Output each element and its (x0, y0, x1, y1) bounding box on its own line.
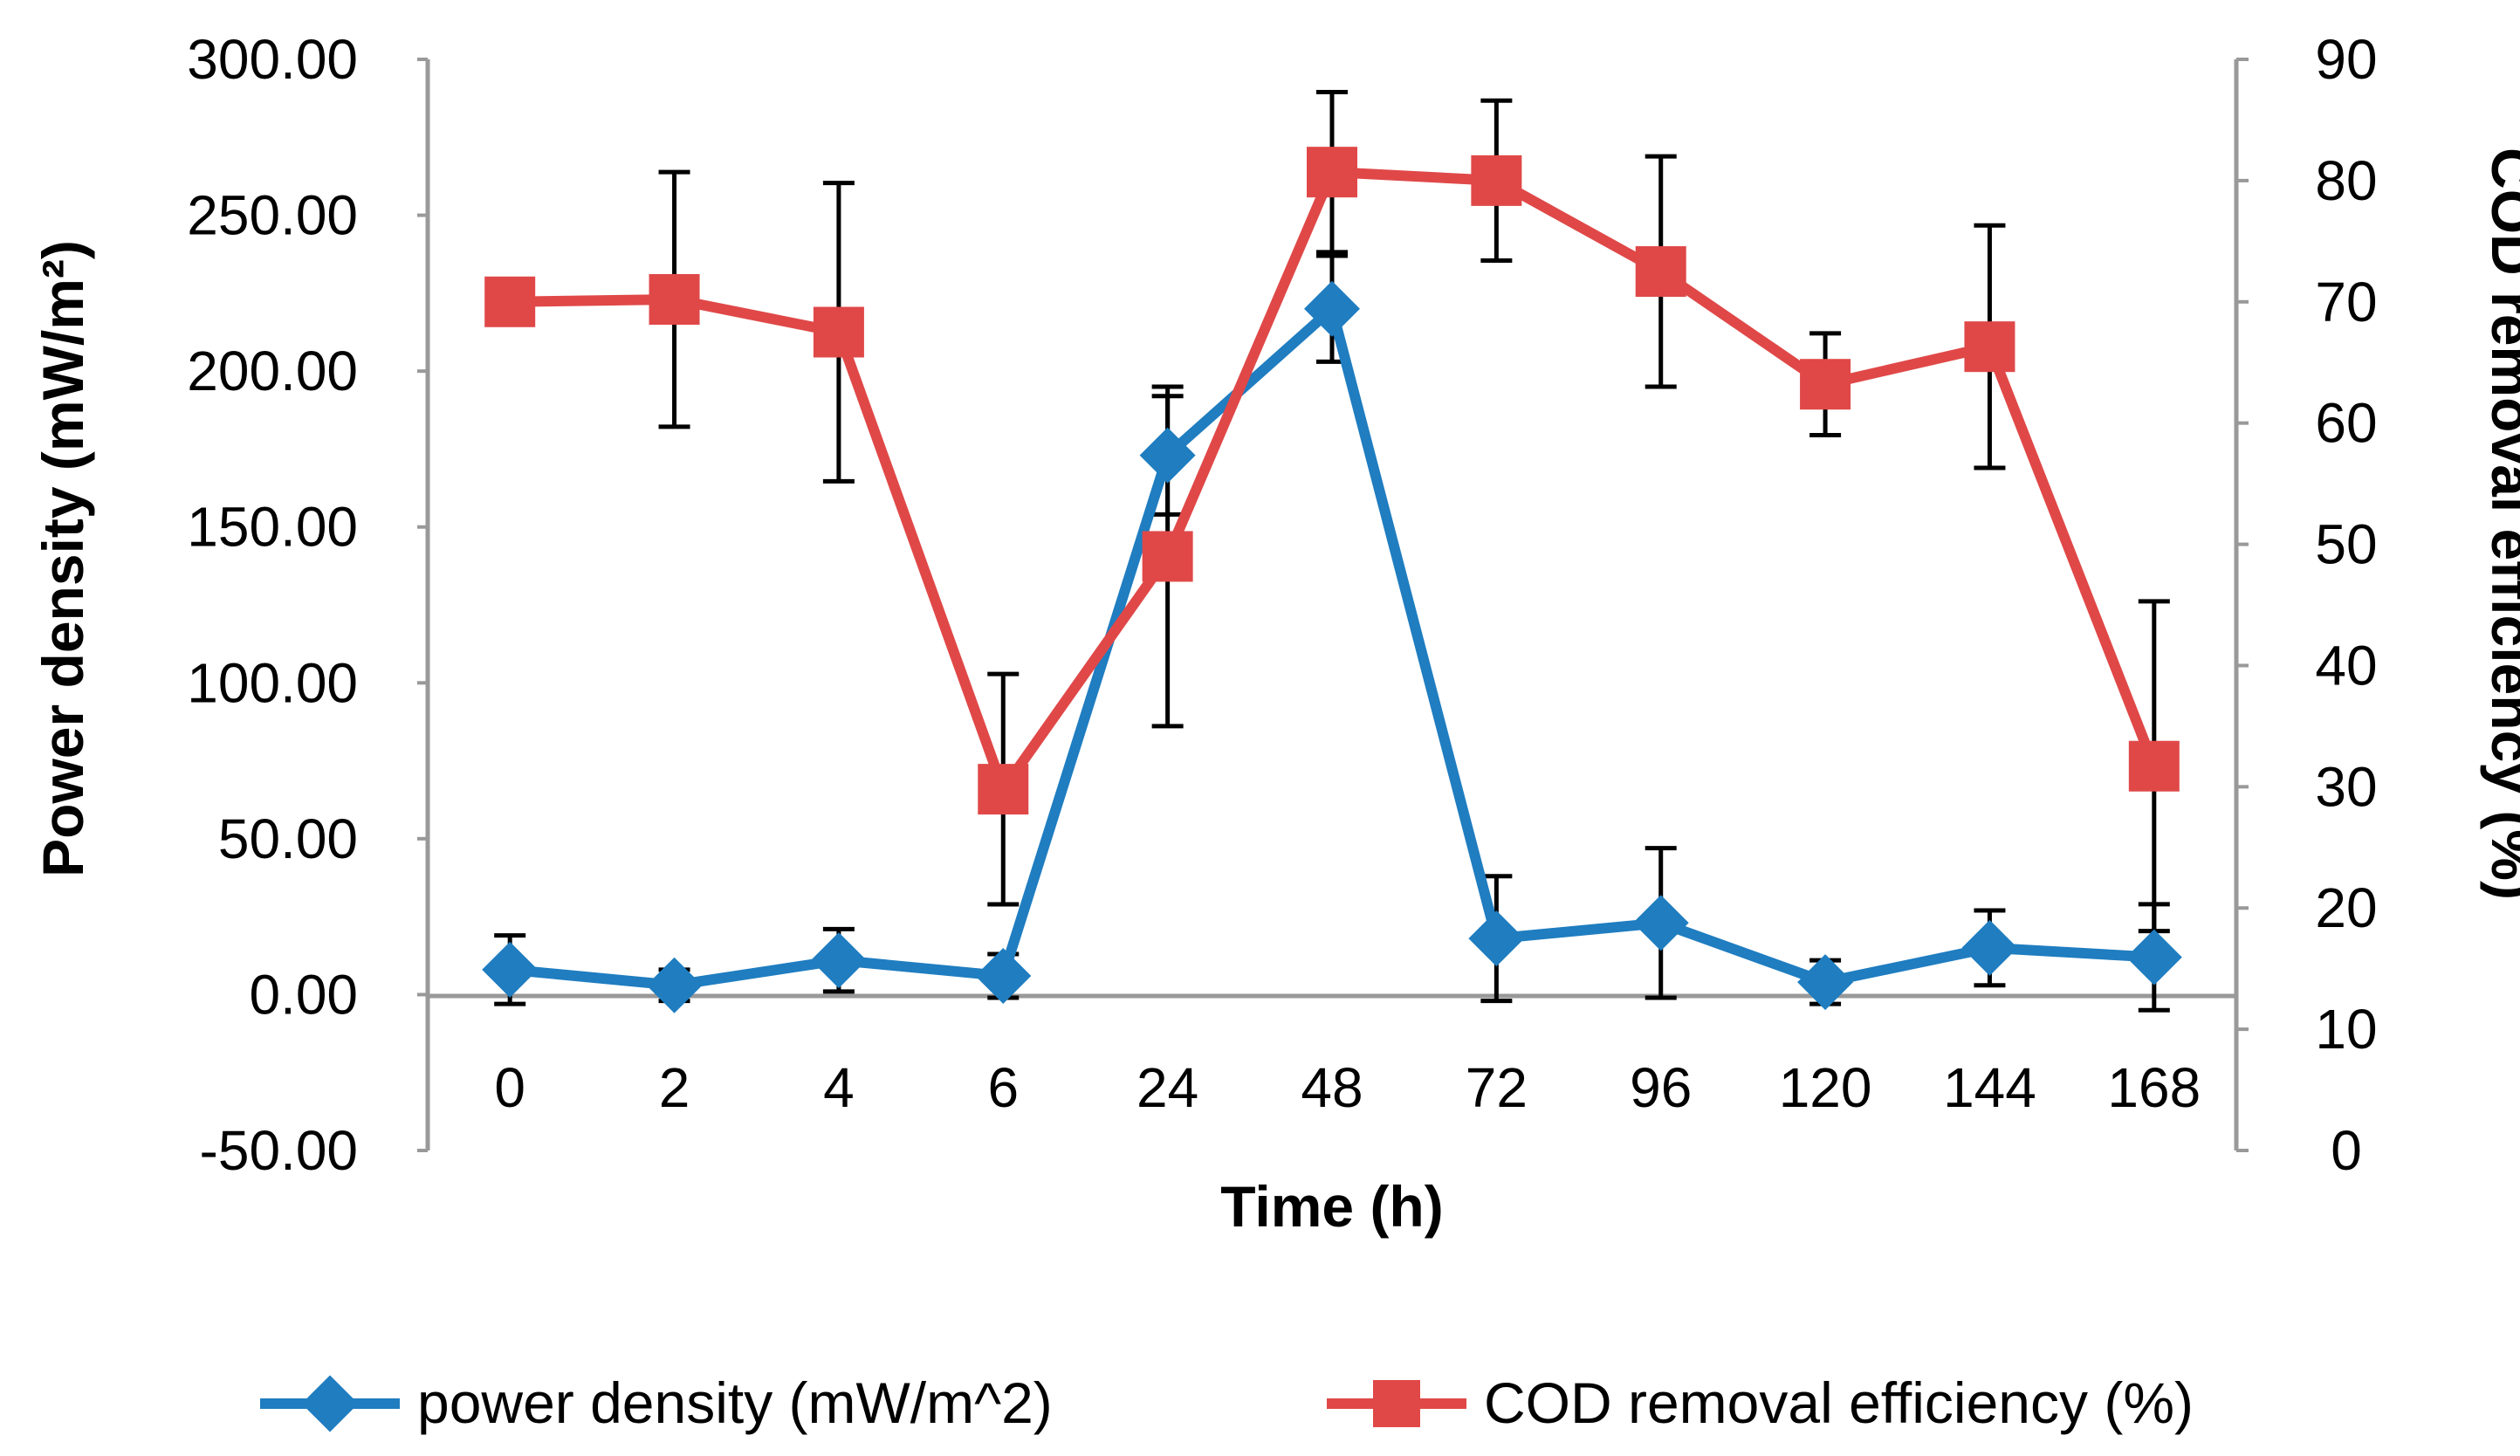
x-tick-label: 120 (1779, 1056, 1872, 1119)
right-y-axis-title: COD removal efficiency (%) (2480, 148, 2520, 900)
power-density-point (810, 932, 867, 989)
x-tick-label: 0 (494, 1056, 525, 1119)
cod-removal-point (1800, 359, 1851, 410)
x-tick-label: 144 (1943, 1056, 2036, 1119)
right-tick-label: 90 (2315, 28, 2377, 91)
left-tick-labels: 300.00 250.00 200.00 150.00 100.00 50.00 0.00 -… (187, 28, 358, 1182)
power-density-point (1632, 895, 1689, 951)
cod-removal-point (1471, 155, 1522, 206)
x-tick-label: 96 (1630, 1056, 1692, 1119)
right-tick-label: 20 (2315, 876, 2377, 939)
x-tick-label: 24 (1136, 1056, 1198, 1119)
cod-removal-point (484, 276, 536, 327)
left-tick-label: 300.00 (187, 28, 358, 91)
x-tick-label: 6 (987, 1056, 1019, 1119)
cod-removal-point (2128, 740, 2180, 792)
left-tick-label: 250.00 (187, 184, 358, 247)
right-tick-labels: 90 80 70 60 50 40 30 20 10 0 (2315, 28, 2377, 1182)
cod-removal-point (978, 764, 1029, 815)
cod-removal-point (813, 306, 864, 358)
legend-cod-marker (1373, 1380, 1420, 1427)
right-tick-label: 40 (2315, 634, 2377, 697)
power-density-point (1961, 919, 2018, 976)
power-density-point (1468, 910, 1525, 967)
left-tick-label: -50.00 (200, 1119, 358, 1182)
cod-removal-point (1964, 321, 2015, 373)
x-axis-title: Time (h) (1220, 1174, 1443, 1239)
power-density-point (646, 957, 703, 1013)
left-tick-label: 200.00 (187, 340, 358, 402)
left-y-axis-title: Power density (mW/m²) (31, 240, 95, 877)
power-density-point (2125, 929, 2182, 986)
left-tick-label: 150.00 (187, 496, 358, 559)
legend: power density (mW/m^2) COD removal effic… (260, 1370, 2194, 1435)
legend-power-marker (301, 1375, 359, 1432)
right-tick-label: 80 (2315, 149, 2377, 212)
power-density-point (1797, 954, 1854, 1011)
power-density-point (1304, 280, 1360, 337)
power-density-line (509, 303, 2155, 991)
right-tick-label: 30 (2315, 755, 2377, 818)
legend-cod-label: COD removal efficiency (%) (1484, 1370, 2194, 1435)
power-density-point (1139, 427, 1196, 484)
right-tick-label: 10 (2315, 998, 2377, 1061)
right-tick-label: 60 (2315, 392, 2377, 455)
power-density-point (975, 948, 1032, 1004)
left-tick-marks (417, 58, 428, 1152)
x-tick-labels: 0 2 4 6 24 48 72 96 120 144 168 (494, 1056, 2201, 1119)
left-tick-label: 50.00 (218, 807, 358, 870)
error-bars (494, 90, 2170, 1013)
left-tick-label: 100.00 (187, 651, 358, 714)
right-tick-label: 50 (2315, 513, 2377, 576)
x-tick-label: 168 (2107, 1056, 2201, 1119)
x-tick-label: 72 (1466, 1056, 1528, 1119)
right-tick-label: 70 (2315, 271, 2377, 333)
power-density-point (482, 941, 539, 998)
legend-power-label: power density (mW/m^2) (417, 1370, 1053, 1435)
cod-removal-point (1307, 147, 1357, 198)
cod-removal-point (1635, 246, 1686, 298)
left-tick-label: 0.00 (249, 963, 358, 1026)
cod-removal-point (649, 274, 700, 325)
x-tick-label: 4 (823, 1056, 855, 1119)
x-tick-label: 48 (1301, 1056, 1363, 1119)
right-tick-label: 0 (2331, 1119, 2362, 1182)
series-markers (482, 147, 2182, 1013)
x-tick-label: 2 (659, 1056, 690, 1119)
right-tick-marks (2236, 58, 2249, 1152)
cod-removal-point (1142, 531, 1193, 582)
